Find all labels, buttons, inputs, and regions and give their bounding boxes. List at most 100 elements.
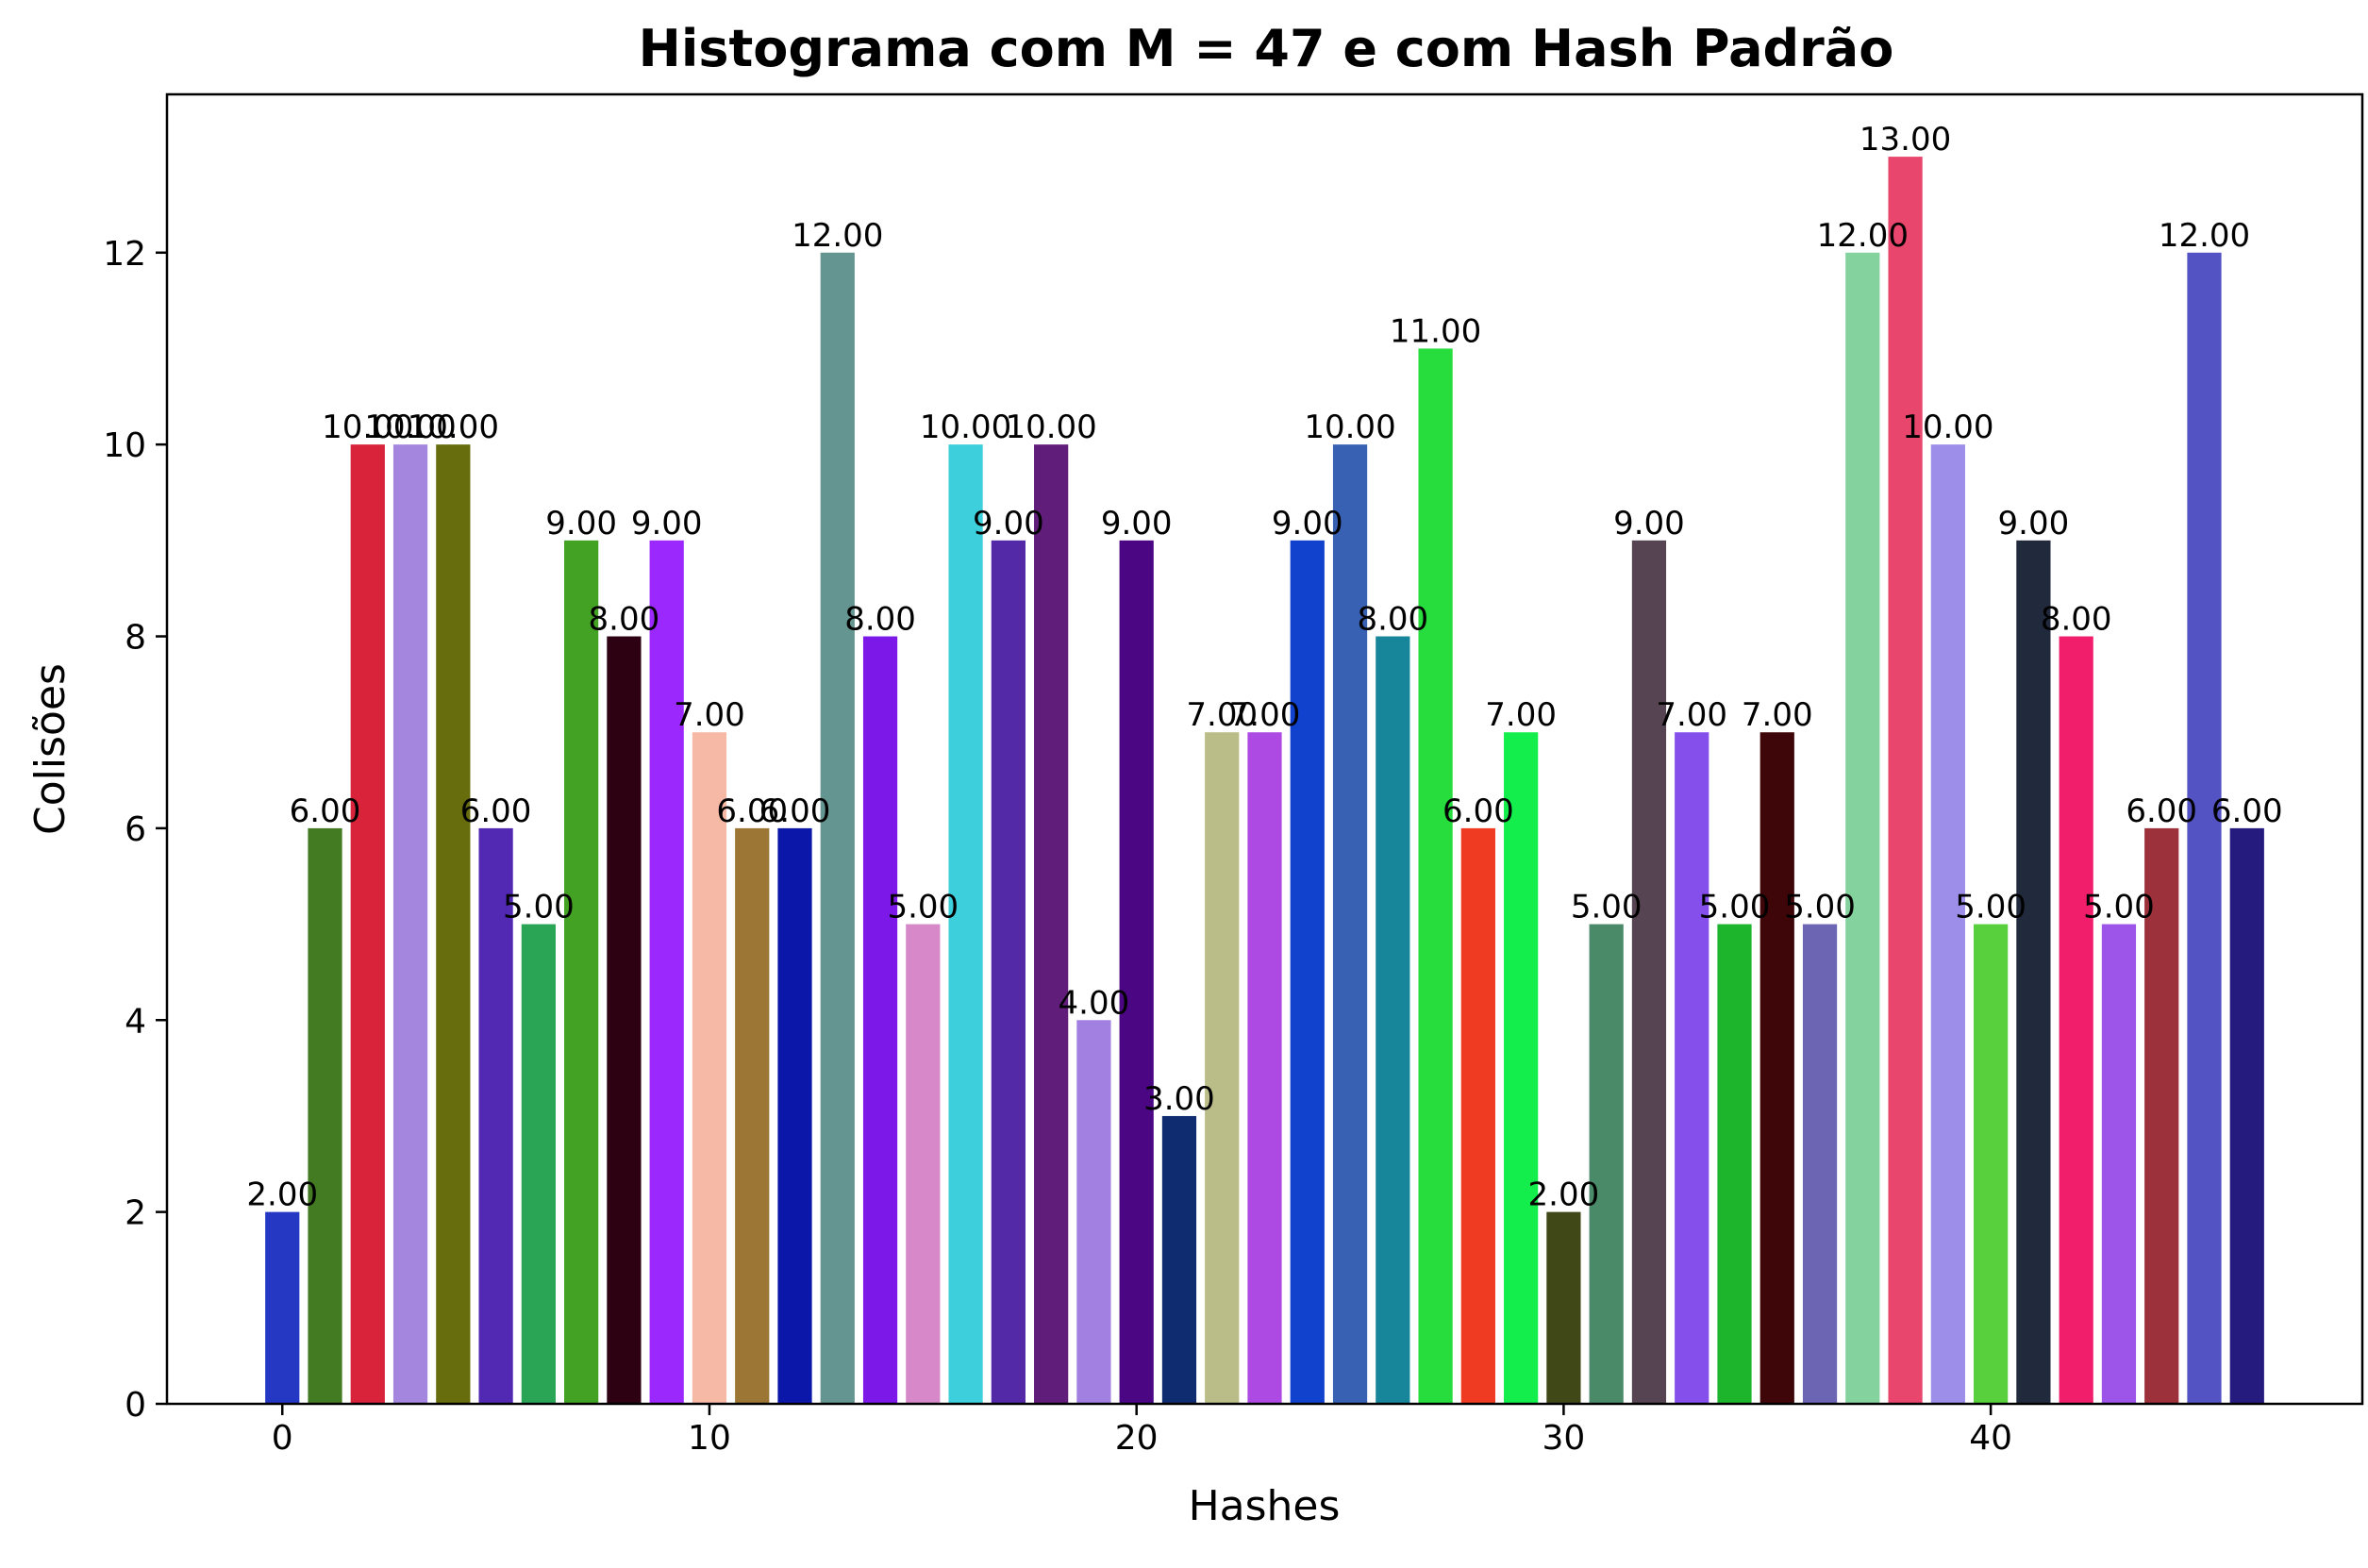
bar-9 <box>649 540 684 1404</box>
bar-4 <box>436 444 471 1404</box>
y-tick-label-2: 2 <box>125 1194 146 1233</box>
bar-31 <box>1589 924 1624 1404</box>
y-tick-label-10: 10 <box>103 426 146 465</box>
bar-value-label-7: 9.00 <box>545 505 617 542</box>
bar-33 <box>1675 732 1709 1404</box>
bar-5 <box>478 827 513 1404</box>
bar-24 <box>1290 540 1325 1404</box>
bar-29 <box>1504 732 1539 1404</box>
y-axis-label: Colisões <box>26 663 75 835</box>
bar-value-label-24: 9.00 <box>1272 505 1343 542</box>
y-tick-label-0: 0 <box>125 1386 146 1425</box>
bar-value-label-10: 7.00 <box>674 696 745 734</box>
bar-value-label-35: 7.00 <box>1742 696 1813 734</box>
bar-value-label-25: 10.00 <box>1304 409 1395 446</box>
bar-40 <box>1974 924 2009 1404</box>
bar-42 <box>2059 636 2093 1404</box>
bar-value-label-46: 6.00 <box>2211 792 2283 830</box>
bar-value-label-36: 5.00 <box>1784 889 1856 926</box>
bar-value-label-29: 7.00 <box>1485 696 1557 734</box>
bar-46 <box>2229 827 2264 1404</box>
bar-value-label-30: 2.00 <box>1528 1176 1600 1214</box>
bar-value-label-33: 7.00 <box>1656 696 1727 734</box>
bar-34 <box>1717 924 1752 1404</box>
bar-37 <box>1845 252 1880 1404</box>
bar-23 <box>1247 732 1282 1404</box>
x-tick-label-30: 30 <box>1543 1419 1586 1458</box>
y-axis: 0 2 4 6 8 10 12 <box>103 235 167 1425</box>
bar-10 <box>692 732 727 1404</box>
bar-value-label-38: 13.00 <box>1859 121 1951 158</box>
bar-8 <box>607 636 642 1404</box>
bar-11 <box>735 827 770 1404</box>
bar-value-label-45: 12.00 <box>2159 217 2250 255</box>
x-tick-label-10: 10 <box>688 1419 731 1458</box>
bar-25 <box>1332 444 1368 1404</box>
bar-value-label-17: 9.00 <box>973 505 1044 542</box>
bar-value-label-42: 8.00 <box>2041 601 2112 639</box>
bar-26 <box>1376 636 1410 1404</box>
x-axis: 0 10 20 30 40 <box>272 1404 2012 1458</box>
bar-20 <box>1119 540 1154 1404</box>
bar-44 <box>2144 827 2179 1404</box>
bar-32 <box>1631 540 1667 1404</box>
bar-35 <box>1759 732 1794 1404</box>
bar-value-label-39: 10.00 <box>1902 409 1993 446</box>
bar-value-label-14: 8.00 <box>844 601 916 639</box>
bar-value-label-13: 12.00 <box>792 217 883 255</box>
bar-value-label-19: 4.00 <box>1059 984 1130 1022</box>
bar-0 <box>265 1211 300 1404</box>
bar-value-label-22: 7.00 <box>1186 696 1258 734</box>
bar-3 <box>392 444 428 1404</box>
bar-13 <box>820 252 855 1404</box>
plot-frame <box>165 92 2364 1406</box>
bars-group <box>265 157 2264 1405</box>
bar-14 <box>862 636 898 1404</box>
y-tick-label-6: 6 <box>125 810 146 849</box>
bar-value-label-3: 10.00 <box>364 409 456 446</box>
bar-36 <box>1802 924 1838 1404</box>
bar-value-label-8: 8.00 <box>589 601 660 639</box>
bar-value-label-16: 10.00 <box>920 409 1011 446</box>
chart-title: Histograma com M = 47 e com Hash Padrão <box>639 19 1894 78</box>
bar-value-label-27: 11.00 <box>1390 312 1481 350</box>
bar-value-label-0: 2.00 <box>246 1176 318 1214</box>
x-axis-label: Hashes <box>1189 1482 1341 1530</box>
bar-17 <box>991 540 1026 1404</box>
y-tick-label-12: 12 <box>103 235 146 274</box>
bar-value-label-28: 6.00 <box>1442 792 1514 830</box>
bar-43 <box>2101 924 2137 1404</box>
bar-value-label-26: 8.00 <box>1357 601 1428 639</box>
bar-19 <box>1076 1020 1111 1404</box>
bar-value-label-2: 10.00 <box>322 409 413 446</box>
bar-38 <box>1888 157 1923 1405</box>
x-tick-label-0: 0 <box>272 1419 293 1458</box>
x-tick-label-40: 40 <box>1969 1419 2012 1458</box>
bar-value-label-6: 5.00 <box>503 889 575 926</box>
bar-value-label-43: 5.00 <box>2083 889 2155 926</box>
bar-value-label-21: 3.00 <box>1143 1080 1215 1118</box>
bar-30 <box>1546 1211 1581 1404</box>
bar-value-label-41: 9.00 <box>1998 505 2070 542</box>
bar-value-label-20: 9.00 <box>1101 505 1173 542</box>
bar-value-label-40: 5.00 <box>1955 889 2026 926</box>
y-tick-label-4: 4 <box>125 1002 146 1041</box>
bar-value-label-4: 10.00 <box>408 409 499 446</box>
bar-15 <box>906 924 941 1404</box>
bar-value-label-15: 5.00 <box>887 889 959 926</box>
bar-22 <box>1205 732 1240 1404</box>
bar-value-label-44: 6.00 <box>2126 792 2197 830</box>
bar-2 <box>350 444 385 1404</box>
bar-value-label-9: 9.00 <box>631 505 703 542</box>
bar-45 <box>2187 252 2222 1404</box>
bar-value-label-23: 7.00 <box>1229 696 1301 734</box>
bar-value-label-1: 6.00 <box>290 792 361 830</box>
bar-21 <box>1161 1115 1197 1404</box>
bar-41 <box>2016 540 2051 1404</box>
bar-39 <box>1930 444 1965 1404</box>
bar-value-label-5: 6.00 <box>460 792 532 830</box>
bar-28 <box>1460 827 1495 1404</box>
bar-value-label-31: 5.00 <box>1571 889 1643 926</box>
bar-1 <box>308 827 342 1404</box>
